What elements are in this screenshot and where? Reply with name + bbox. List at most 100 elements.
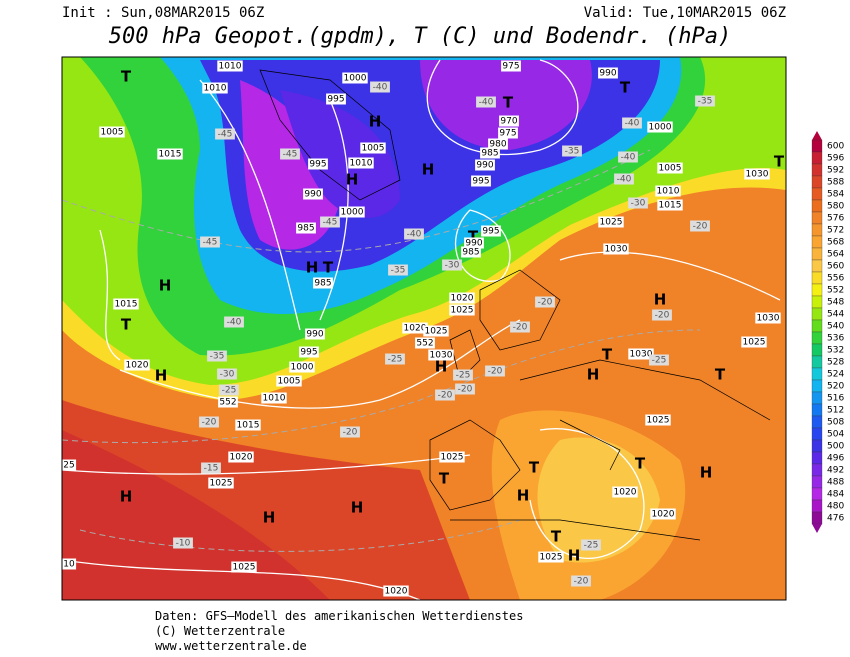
temp-label: -25 — [584, 541, 599, 551]
scale-label: 540 — [827, 322, 844, 332]
pressure-label-box — [439, 451, 465, 463]
scale-band — [811, 415, 823, 429]
temp-label-box — [581, 539, 601, 551]
pressure-label: 1025 — [743, 338, 766, 348]
pressure-label-box — [62, 558, 77, 570]
scale-label: 524 — [827, 370, 844, 380]
pressure-label-box — [402, 322, 428, 334]
scale-label: 508 — [827, 418, 844, 428]
map-area: T 1010 1010 1005 1015 -45 -45 995 1000 -40 H 1005 10… — [62, 57, 786, 600]
scale-band — [811, 211, 823, 225]
pressure-label: 995 — [482, 227, 499, 237]
color-scale: 600 596 592 588 584 580 576 572 568 564 560 556 552 5… — [811, 131, 844, 533]
scale-label: 520 — [827, 382, 844, 392]
pressure-label: 990 — [476, 161, 493, 171]
pressure-label: 1015 — [659, 201, 682, 211]
scale-band — [811, 379, 823, 393]
scale-band — [811, 463, 823, 477]
pressure-label-box — [612, 486, 638, 498]
pressure-label-box — [217, 60, 243, 72]
scale-band — [811, 391, 823, 405]
pressure-label: 1005 — [659, 164, 682, 174]
pressure-label-box — [628, 348, 654, 360]
map-frame — [61, 56, 787, 601]
pressure-label-box — [480, 147, 500, 159]
scale-cap — [812, 131, 822, 140]
temp-label: -20 — [202, 418, 217, 428]
temp-label: -45 — [323, 218, 338, 228]
pressure-label: 1020 — [451, 294, 474, 304]
pressure-center: T — [602, 346, 613, 364]
pressure-label: 1025 — [451, 306, 474, 316]
pressure-center: T — [121, 316, 132, 334]
scale-label: 592 — [827, 166, 844, 176]
pressure-label: 985 — [462, 248, 479, 258]
pressure-label: 995 — [309, 160, 326, 170]
pressure-label: 1010 — [219, 62, 242, 72]
pressure-label: 970 — [500, 117, 517, 127]
pressure-label-box — [296, 222, 316, 234]
temp-label-box — [385, 353, 405, 365]
scale-band — [811, 331, 823, 345]
pressure-label: 985 — [314, 279, 331, 289]
pressure-label: 1020 — [614, 488, 637, 498]
pressure-label-box — [481, 225, 501, 237]
temp-label-box — [535, 296, 555, 308]
pressure-label-box — [62, 459, 77, 471]
pressure-label: 1015 — [159, 150, 182, 160]
scale-band — [811, 235, 823, 249]
pressure-label-box — [538, 551, 564, 563]
pressure-label: 1025 — [540, 553, 563, 563]
init-time: Init : Sun,08MAR2015 06Z — [62, 5, 264, 21]
scale-band — [811, 343, 823, 357]
pressure-center: H — [654, 291, 667, 309]
pressure-label: 990 — [465, 239, 482, 249]
scale-band — [811, 355, 823, 369]
temp-label-box — [614, 173, 634, 185]
pressure-label: 1020 — [404, 324, 427, 334]
temp-label-box — [695, 95, 715, 107]
temp-label-box — [200, 236, 220, 248]
pressure-label-box — [449, 304, 475, 316]
temp-label-box — [455, 383, 475, 395]
pressure-label-box — [498, 127, 518, 139]
pressure-label-box — [475, 159, 495, 171]
pressure-label: 1030 — [605, 245, 628, 255]
temp-label: -35 — [210, 352, 225, 362]
pressure-label-box — [326, 93, 346, 105]
temp-label-box — [690, 220, 710, 232]
pressure-center: T — [323, 259, 334, 277]
temp-label: -35 — [565, 147, 580, 157]
temp-label-box — [219, 384, 239, 396]
pressure-label-box — [261, 392, 287, 404]
pressure-label-box — [501, 60, 521, 72]
scale-label: 512 — [827, 406, 844, 416]
scale-label: 488 — [827, 478, 844, 488]
pressure-label: 1020 — [652, 510, 675, 520]
pressure-label-box — [645, 414, 671, 426]
pressure-label-box — [218, 396, 238, 408]
temp-label: -20 — [513, 323, 528, 333]
pressure-label: 995 — [327, 95, 344, 105]
temp-label: -40 — [373, 83, 388, 93]
scale-band — [811, 139, 823, 153]
pressure-center: H — [263, 509, 276, 527]
scale-band — [811, 367, 823, 381]
pressure-center: T — [774, 153, 785, 171]
temp-label-box — [618, 151, 638, 163]
scale-band — [811, 151, 823, 165]
temp-label: -25 — [652, 356, 667, 366]
temp-label-box — [571, 575, 591, 587]
pressure-label-box — [499, 115, 519, 127]
warm-field — [62, 430, 330, 600]
pressure-label-box — [202, 82, 228, 94]
temp-label: -45 — [218, 130, 233, 140]
pressure-center: T — [121, 68, 132, 86]
pressure-label: 995 — [300, 348, 317, 358]
temp-label: -20 — [438, 391, 453, 401]
pressure-label-box — [99, 126, 125, 138]
temp-label-box — [649, 354, 669, 366]
temp-label-box — [404, 228, 424, 240]
temp-label-box — [628, 197, 648, 209]
temp-label: -30 — [220, 370, 235, 380]
